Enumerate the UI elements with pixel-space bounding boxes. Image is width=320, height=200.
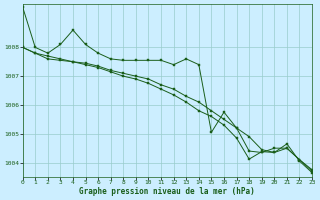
X-axis label: Graphe pression niveau de la mer (hPa): Graphe pression niveau de la mer (hPa) — [79, 187, 255, 196]
